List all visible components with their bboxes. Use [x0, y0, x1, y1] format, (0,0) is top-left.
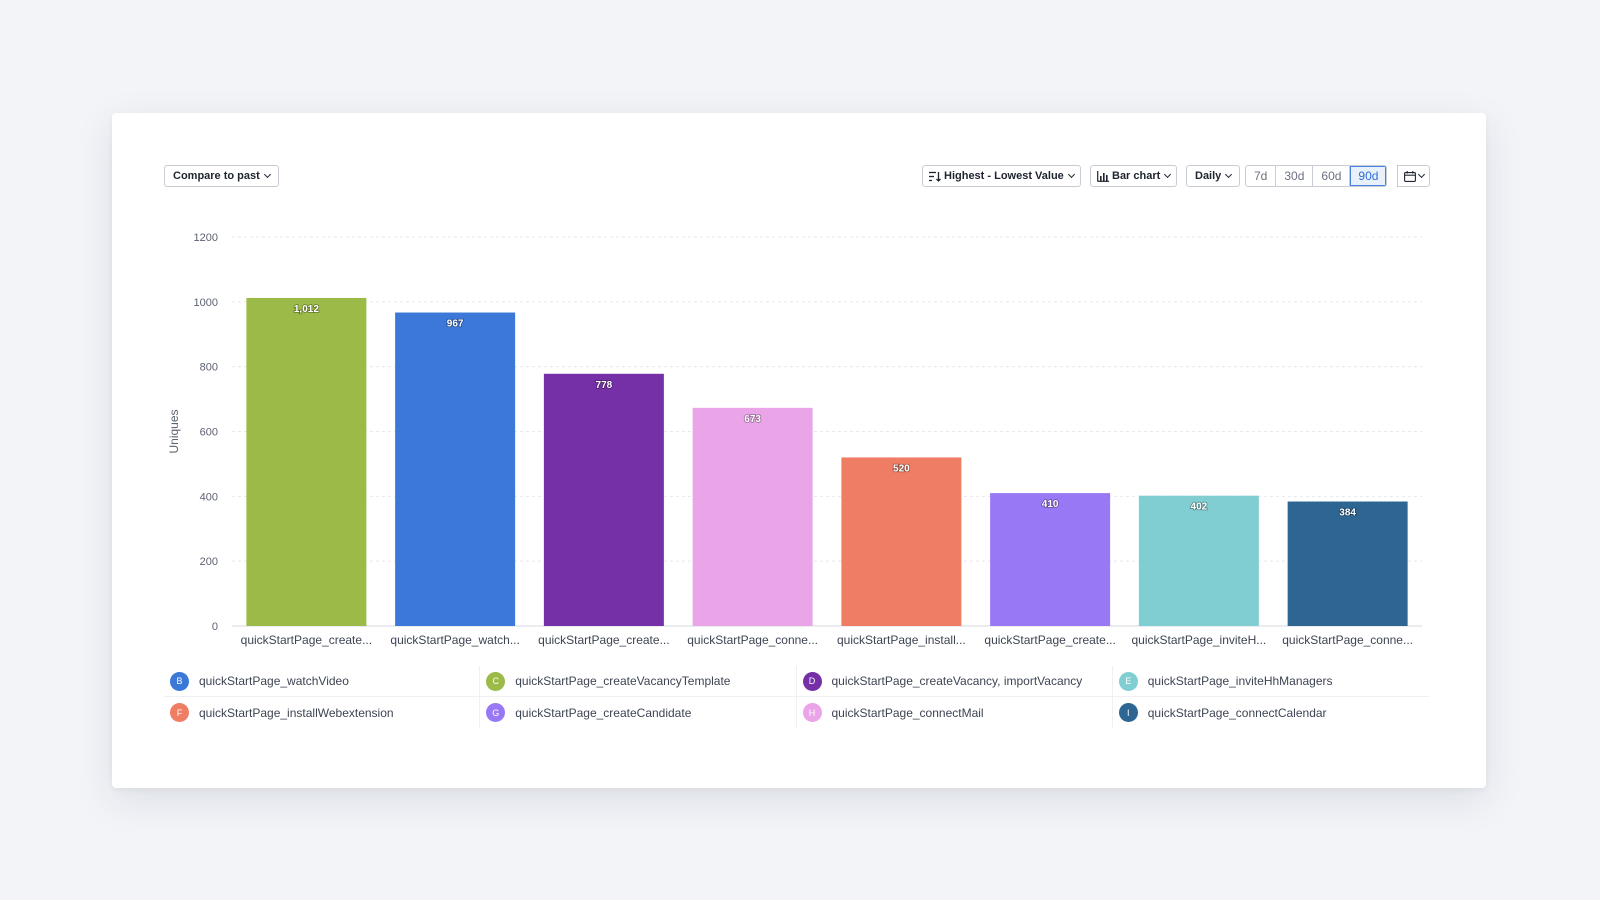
bar-chart-icon [1097, 170, 1109, 182]
compare-label: Compare to past [173, 170, 260, 182]
interval-label: Daily [1195, 170, 1222, 182]
x-tick-label: quickStartPage_watch... [390, 633, 519, 647]
bar-value-label: 402 [1191, 502, 1208, 513]
calendar-icon [1403, 170, 1416, 182]
bar-value-label: 384 [1339, 508, 1356, 519]
legend-series-badge: D [802, 671, 822, 691]
range-30d-button[interactable]: 30d [1276, 166, 1314, 186]
bar-chart: 0 200 400 600 800 1000 1200 Uniques 1,012 quickSt… [167, 232, 1422, 647]
x-tick-label: quickStartPage_create... [984, 633, 1115, 647]
compare-to-past-dropdown[interactable]: Compare to past [164, 165, 279, 187]
legend-series-badge: G [486, 703, 506, 722]
bar [543, 373, 664, 626]
legend-series-badge: B [170, 671, 189, 691]
x-tick-label: quickStartPage_conne... [687, 633, 818, 647]
bar-value-label: 778 [596, 380, 613, 391]
bar-value-label: 673 [744, 414, 761, 425]
chart-type-dropdown[interactable]: Bar chart [1090, 165, 1178, 187]
legend-label: quickStartPage_installWebextension [199, 705, 394, 720]
legend-series-badge: E [1118, 671, 1138, 691]
chart-card: Compare to past Highest - Lowest Value [112, 113, 1486, 788]
legend-series-badge: C [486, 671, 506, 691]
y-tick-label: 1000 [194, 297, 218, 309]
calendar-button[interactable] [1397, 165, 1430, 187]
bar [1287, 501, 1408, 626]
range-60d-button[interactable]: 60d [1313, 166, 1351, 186]
legend-label: quickStartPage_inviteHhManagers [1147, 674, 1333, 688]
sort-label: Highest - Lowest Value [944, 170, 1064, 182]
bar-value-label: 1,012 [294, 304, 319, 315]
y-tick-label: 1200 [194, 232, 218, 244]
legend-series-badge: H [802, 703, 822, 722]
bar [1138, 495, 1259, 626]
bar [841, 457, 962, 626]
x-tick-label: quickStartPage_create... [538, 633, 669, 647]
x-tick-label: quickStartPage_create... [241, 633, 372, 647]
y-tick-label: 600 [200, 427, 218, 439]
legend-label: quickStartPage_connectMail [831, 705, 984, 720]
legend-label: quickStartPage_createVacancy, importVaca… [831, 674, 1083, 688]
legend-label: quickStartPage_watchVideo [199, 674, 349, 688]
legend-label: quickStartPage_createVacancyTemplate [515, 674, 731, 688]
bar [246, 297, 367, 626]
range-7d-button[interactable]: 7d [1246, 166, 1277, 186]
bar-value-label: 520 [893, 463, 910, 474]
x-tick-label: quickStartPage_conne... [1282, 633, 1413, 647]
legend-label: quickStartPage_createCandidate [515, 705, 692, 720]
sort-descending-icon [929, 171, 941, 182]
legend-series-badge: I [1118, 703, 1138, 722]
bar [990, 493, 1111, 626]
bar-value-label: 410 [1042, 499, 1059, 510]
chart-type-label: Bar chart [1112, 170, 1161, 182]
y-tick-label: 400 [200, 491, 218, 503]
interval-dropdown[interactable]: Daily [1186, 165, 1241, 187]
legend-series-badge: F [170, 703, 189, 722]
y-tick-label: 800 [200, 362, 218, 374]
bar [692, 407, 813, 626]
bar-value-label: 967 [447, 319, 464, 330]
sort-dropdown[interactable]: Highest - Lowest Value [922, 165, 1081, 187]
y-tick-label: 200 [200, 556, 218, 568]
date-range-selector: 7d 30d 60d 90d [1245, 165, 1388, 187]
y-axis-label: Uniques [167, 409, 181, 453]
y-tick-label: 0 [212, 621, 218, 633]
bar [395, 312, 516, 626]
x-tick-label: quickStartPage_install... [837, 633, 966, 647]
x-tick-label: quickStartPage_inviteH... [1132, 633, 1267, 647]
legend-label: quickStartPage_connectCalendar [1147, 705, 1327, 720]
range-90d-button[interactable]: 90d [1350, 166, 1387, 186]
